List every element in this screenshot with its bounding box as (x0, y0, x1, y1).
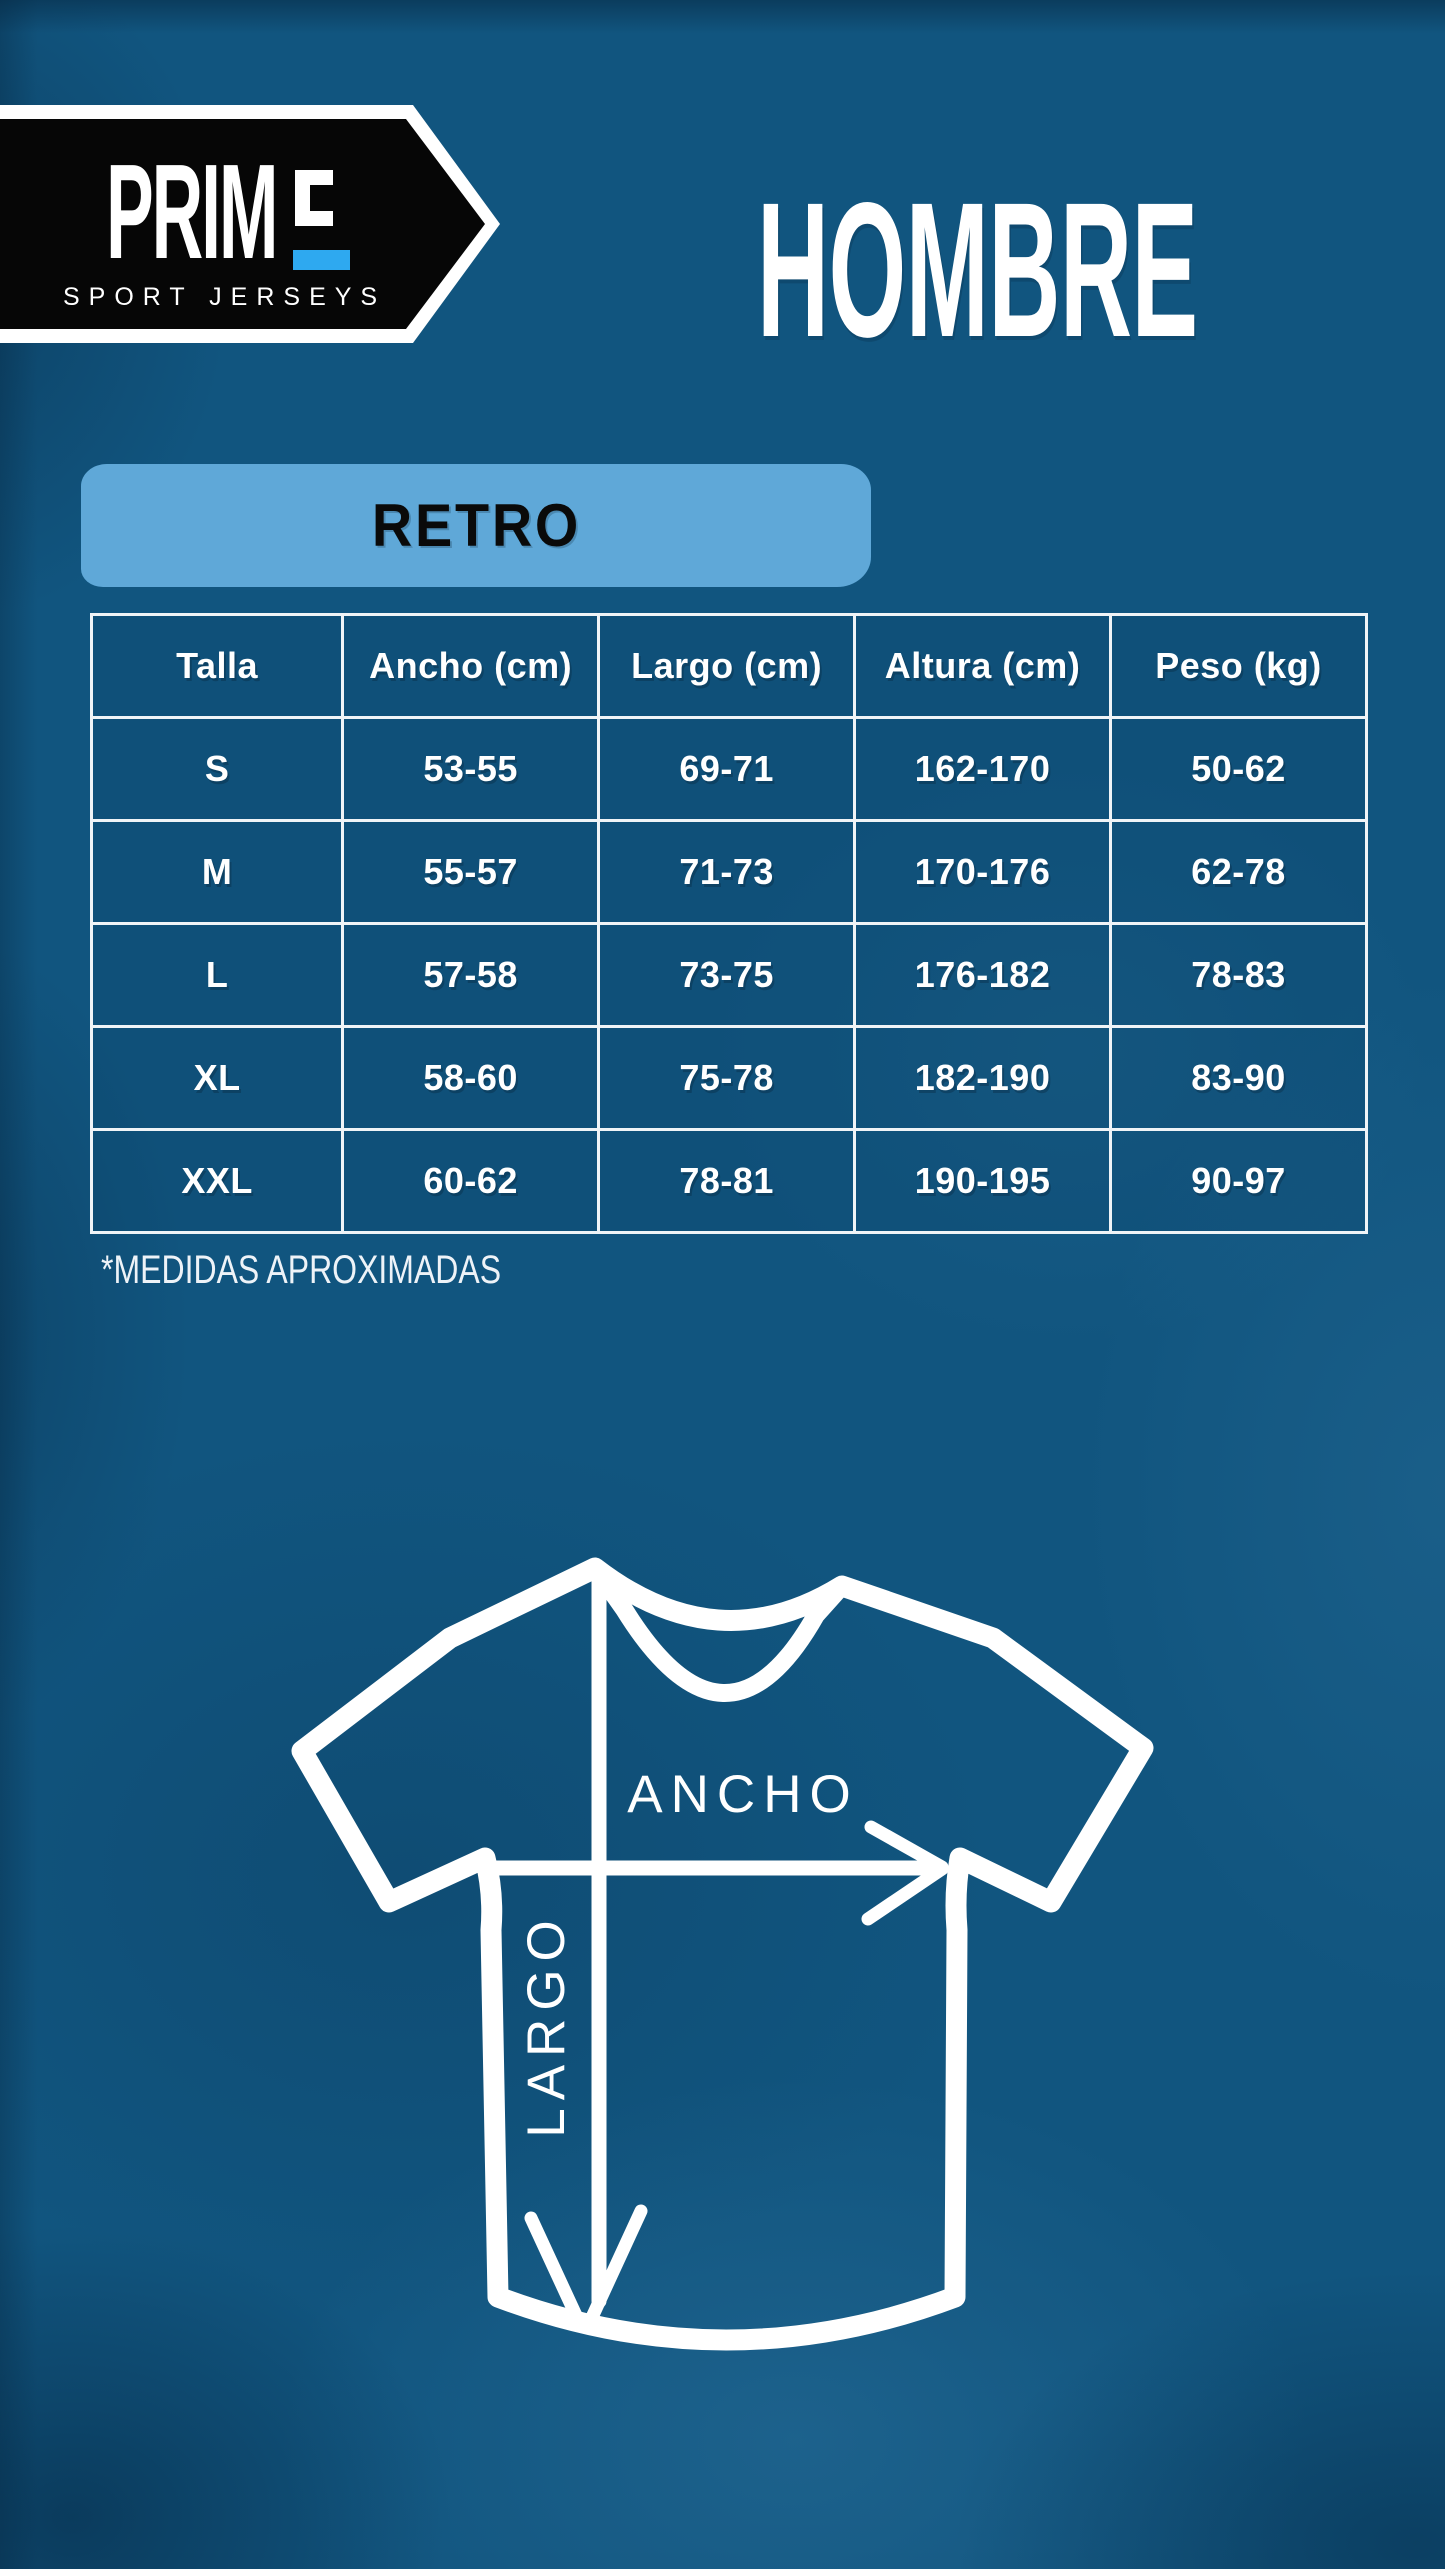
altura-value: 162-170 (853, 716, 1113, 822)
tshirt-outline (291, 1557, 1154, 2351)
prime-logo: PRIM SPORT JERSEYS (0, 105, 505, 345)
largo-arrowhead (524, 2204, 648, 2333)
category-badge-label: RETRO (371, 492, 581, 559)
category-badge: RETRO (81, 464, 871, 587)
size-table: Talla Ancho (cm) Largo (cm) Altura (cm) … (89, 613, 1368, 1234)
peso-value: 90-97 (1109, 1128, 1368, 1234)
table-row-xxl: XXL 60-62 78-81 190-195 90-97 (89, 1128, 1368, 1234)
size-label: XL (89, 1025, 345, 1131)
largo-value: 78-81 (597, 1128, 857, 1234)
peso-value: 83-90 (1109, 1025, 1368, 1131)
table-row-m: M 55-57 71-73 170-176 62-78 (89, 819, 1368, 925)
column-header-largo: Largo (cm) (597, 613, 857, 719)
column-header-peso: Peso (kg) (1109, 613, 1368, 719)
size-label: L (89, 922, 345, 1028)
largo-value: 71-73 (597, 819, 857, 925)
header-row: Talla Ancho (cm) Largo (cm) Altura (cm) … (89, 613, 1368, 719)
ancho-value: 57-58 (341, 922, 601, 1028)
largo-label: LARGO (517, 1912, 576, 2138)
logo-tagline: SPORT JERSEYS (63, 283, 387, 311)
altura-value: 170-176 (853, 819, 1113, 925)
size-label: M (89, 819, 345, 925)
ancho-arrowhead (861, 1820, 949, 1926)
peso-value: 78-83 (1109, 922, 1368, 1028)
column-header-ancho: Ancho (cm) (341, 613, 601, 719)
column-header-talla: Talla (89, 613, 345, 719)
ancho-value: 53-55 (341, 716, 601, 822)
altura-value: 182-190 (853, 1025, 1113, 1131)
brand-accent-underline (293, 250, 350, 270)
table-row-l: L 57-58 73-75 176-182 78-83 (89, 922, 1368, 1028)
ancho-value: 55-57 (341, 819, 601, 925)
logo-arrow-shape (0, 105, 500, 343)
size-label: S (89, 716, 345, 822)
ancho-value: 58-60 (341, 1025, 601, 1131)
largo-value: 69-71 (597, 716, 857, 822)
largo-value: 73-75 (597, 922, 857, 1028)
peso-value: 62-78 (1109, 819, 1368, 925)
table-row-s: S 53-55 69-71 162-170 50-62 (89, 716, 1368, 822)
page-title: HOMBRE (757, 162, 1198, 377)
ancho-value: 60-62 (341, 1128, 601, 1234)
size-label: XXL (89, 1128, 345, 1234)
largo-value: 75-78 (597, 1025, 857, 1131)
column-header-altura: Altura (cm) (853, 613, 1113, 719)
footnote: *MEDIDAS APROXIMADAS (101, 1248, 502, 1292)
tshirt-diagram: ANCHO LARGO (291, 1557, 1154, 2351)
peso-value: 50-62 (1109, 716, 1368, 822)
ancho-label: ANCHO (627, 1765, 858, 1824)
brand-text: PRIM (106, 136, 279, 287)
stylized-e-glyph (295, 170, 333, 226)
table-row-xl: XL 58-60 75-78 182-190 83-90 (89, 1025, 1368, 1131)
altura-value: 190-195 (853, 1128, 1113, 1234)
altura-value: 176-182 (853, 922, 1113, 1028)
tshirt-collar (586, 1559, 851, 1702)
